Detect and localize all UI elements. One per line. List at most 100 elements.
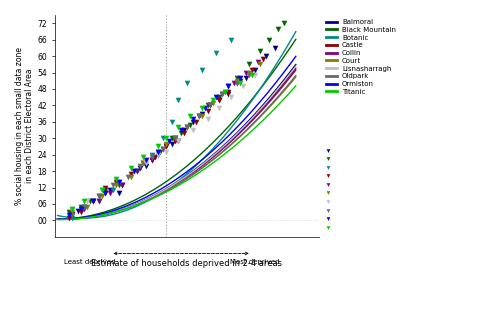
Point: [233, 81, 241, 86]
Point: [263, 53, 271, 58]
Point: [242, 70, 250, 75]
Point: [183, 125, 191, 130]
Point: [142, 163, 150, 168]
Point: [206, 103, 214, 108]
Point: [68, 212, 76, 217]
Point: [136, 166, 144, 171]
Point: [98, 188, 106, 193]
Point: [95, 193, 103, 198]
Point: [174, 138, 182, 143]
Point: [83, 204, 91, 209]
Point: [95, 193, 103, 198]
Point: [115, 191, 123, 196]
Point: [147, 158, 155, 163]
Point: [130, 169, 138, 174]
Point: [65, 215, 73, 220]
Point: [112, 177, 120, 182]
Point: [153, 149, 161, 154]
Point: [68, 207, 76, 212]
Point: [215, 97, 223, 102]
Point: [174, 97, 182, 102]
Point: [127, 171, 135, 176]
Point: [189, 128, 197, 132]
Point: [101, 191, 109, 196]
Point: [177, 130, 185, 135]
Point: [80, 207, 88, 212]
Point: [107, 188, 115, 193]
Point: [109, 182, 117, 187]
Point: [80, 204, 88, 209]
Point: [68, 207, 76, 212]
Point: [247, 67, 256, 72]
Point: [107, 191, 115, 196]
Point: [206, 103, 214, 108]
Point: [204, 108, 212, 113]
Point: [115, 179, 123, 184]
Point: [65, 210, 73, 215]
Point: [236, 76, 244, 81]
Point: [192, 119, 200, 124]
Point: [133, 169, 141, 174]
Point: [162, 144, 171, 149]
Point: [250, 67, 259, 72]
Point: [168, 119, 176, 124]
Point: [89, 199, 97, 204]
Point: [183, 125, 191, 130]
Point: [98, 193, 106, 198]
Point: [209, 100, 217, 105]
Point: [159, 136, 167, 141]
Point: [130, 169, 138, 174]
Point: [215, 95, 223, 100]
Point: [195, 114, 203, 119]
Point: [139, 160, 147, 165]
Point: [139, 155, 147, 160]
Point: [174, 125, 182, 130]
Point: [215, 97, 223, 102]
Point: [153, 144, 161, 149]
Point: [156, 149, 164, 154]
Point: [236, 78, 244, 83]
Point: [209, 97, 217, 102]
Point: [147, 158, 155, 163]
Legend: , , , , , , , , , : , , , , , , , , ,: [325, 147, 336, 232]
Point: [215, 106, 223, 111]
Point: [224, 84, 232, 89]
Point: [98, 188, 106, 193]
Point: [136, 163, 144, 168]
Point: [171, 138, 179, 143]
Point: [101, 188, 109, 193]
Point: [77, 207, 85, 212]
Point: [224, 89, 232, 94]
Point: [150, 155, 158, 160]
Point: [168, 141, 176, 146]
Point: [212, 95, 220, 100]
Point: [159, 147, 167, 152]
Point: [86, 199, 94, 204]
Point: [198, 106, 206, 111]
Point: [89, 199, 97, 204]
Point: [80, 199, 88, 204]
Point: [201, 106, 209, 111]
Text: Most deprived: Most deprived: [230, 259, 279, 265]
Point: [224, 84, 232, 89]
Point: [189, 119, 197, 124]
Point: [250, 73, 259, 78]
Point: [133, 169, 141, 174]
Point: [118, 182, 126, 187]
Point: [165, 138, 174, 143]
Point: [162, 149, 171, 154]
Point: [109, 188, 117, 193]
Point: [206, 103, 214, 108]
Point: [218, 92, 226, 97]
Point: [236, 81, 244, 86]
Point: [242, 76, 250, 81]
Point: [204, 103, 212, 108]
Point: [147, 152, 155, 157]
Point: [244, 70, 253, 75]
Point: [162, 144, 171, 149]
Point: [180, 130, 188, 135]
Point: [153, 149, 161, 154]
Point: [77, 210, 85, 215]
Point: [147, 158, 155, 163]
Text: Least deprived: Least deprived: [64, 259, 116, 265]
